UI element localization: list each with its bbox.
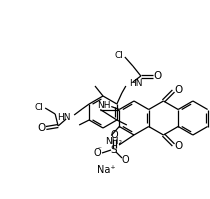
Text: O: O	[121, 155, 129, 165]
Text: HN: HN	[129, 79, 142, 89]
Text: ⁻: ⁻	[97, 144, 101, 153]
Text: S: S	[111, 145, 117, 155]
Text: Cl: Cl	[114, 52, 123, 60]
Text: O: O	[93, 148, 101, 158]
Text: O: O	[154, 71, 162, 81]
Text: Cl: Cl	[35, 103, 44, 112]
Text: O: O	[174, 85, 182, 95]
Text: O: O	[110, 130, 118, 140]
Text: NH: NH	[97, 101, 111, 110]
Text: NH₂: NH₂	[105, 137, 122, 146]
Text: Na⁺: Na⁺	[97, 165, 115, 175]
Text: O: O	[37, 123, 45, 133]
Text: HN: HN	[57, 112, 70, 122]
Text: O: O	[174, 141, 182, 151]
